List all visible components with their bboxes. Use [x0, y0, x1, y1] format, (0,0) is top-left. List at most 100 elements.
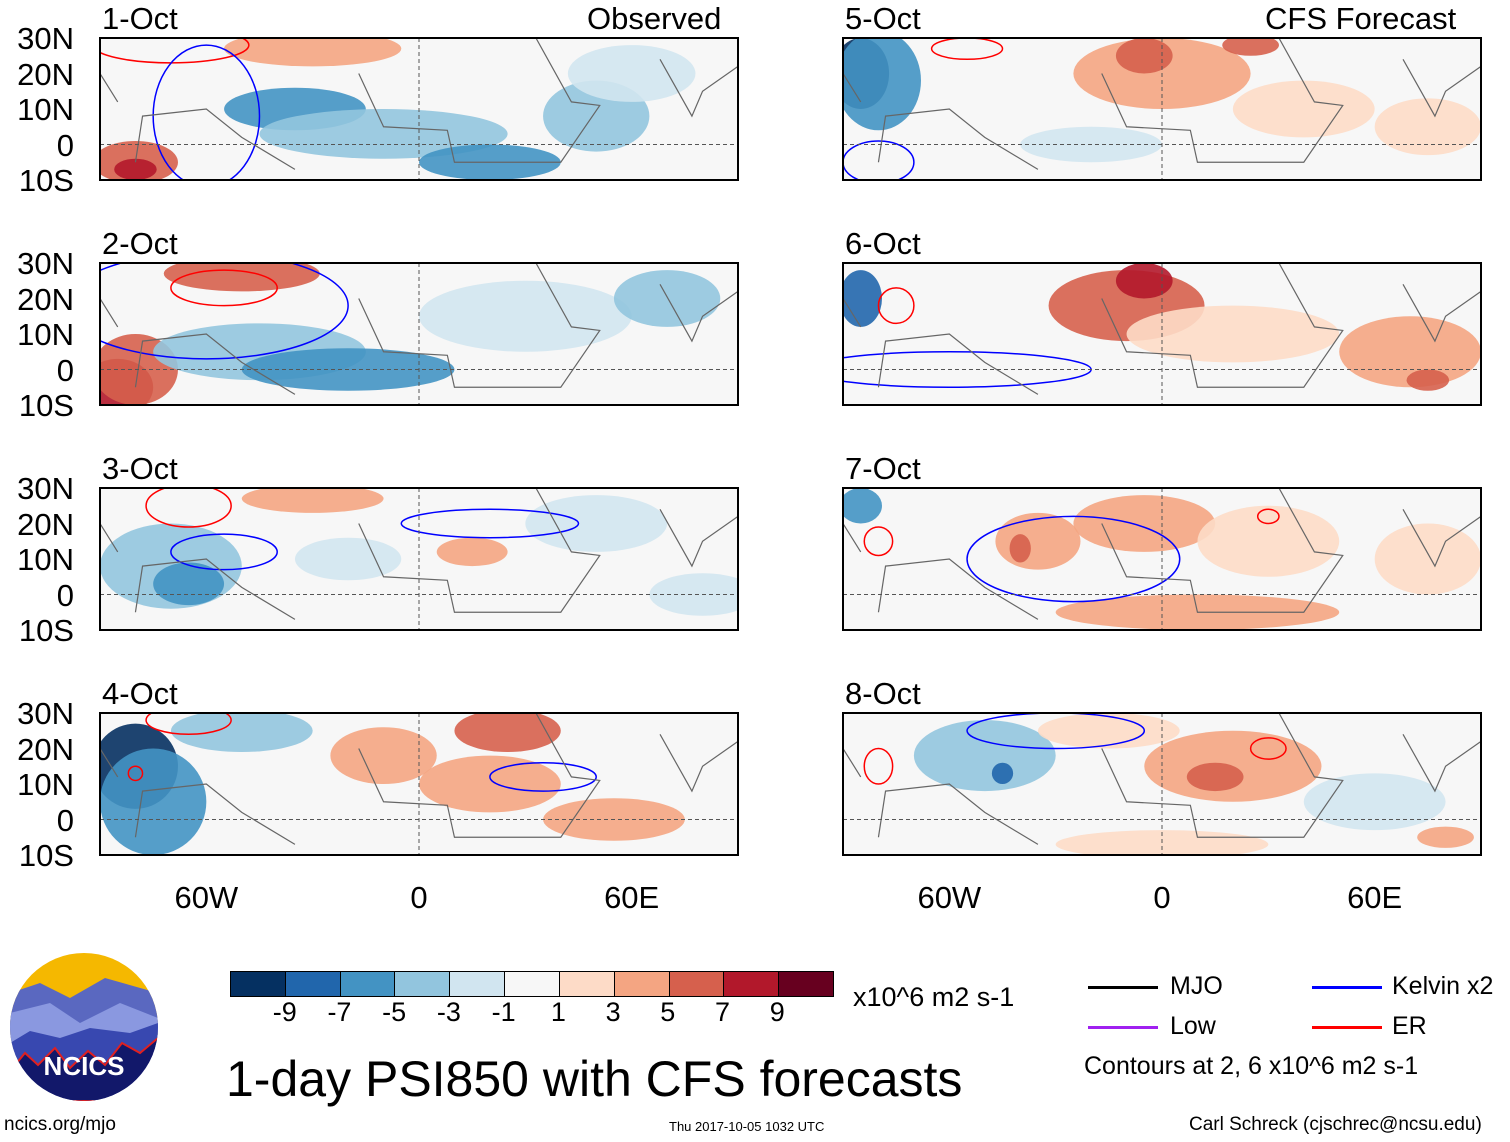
anomaly-region — [1073, 495, 1216, 552]
x-tick-label: 0 — [410, 880, 428, 915]
legend-label-er: ER — [1392, 1012, 1427, 1040]
contour-line — [127, 765, 144, 782]
y-tick-label: 0 — [56, 802, 74, 838]
anomaly-region — [1374, 98, 1481, 156]
anomaly-region — [419, 280, 632, 352]
colorbar-swatch — [779, 972, 833, 996]
author-credit: Carl Schreck (cjschrec@ncsu.edu) — [1189, 1114, 1482, 1135]
contour-line — [170, 269, 278, 307]
colorbar-swatch — [559, 972, 615, 996]
anomaly-region — [224, 39, 402, 67]
anomaly-region — [1037, 714, 1180, 749]
coastline — [101, 264, 739, 395]
anomaly-region — [649, 573, 739, 616]
anomaly-region — [525, 495, 668, 552]
contour-line — [930, 39, 1004, 61]
anomaly-region — [995, 512, 1081, 570]
colorbar-swatch — [395, 972, 451, 996]
colorbar-tick-label: 9 — [769, 997, 785, 1027]
legend-swatch-mjo — [1088, 986, 1158, 989]
panel-date-label: 8-Oct — [845, 676, 921, 711]
coastline — [101, 489, 739, 620]
coastline — [844, 489, 1482, 620]
timestamp: Thu 2017-10-05 1032 UTC — [669, 1119, 825, 1134]
y-tick-label: 0 — [56, 352, 74, 388]
colorbar-tick-label: 1 — [550, 997, 566, 1027]
y-tick-label: 20N — [17, 56, 74, 92]
source-link[interactable]: ncics.org/mjo — [4, 1114, 116, 1135]
y-tick-label: 10N — [17, 767, 74, 802]
map-panel-8-Oct — [842, 712, 1482, 856]
legend-swatch-er — [1312, 1026, 1382, 1029]
figure-title: 1-day PSI850 with CFS forecasts — [226, 1051, 963, 1107]
anomaly-region — [1303, 773, 1446, 831]
y-tick-label: 0 — [56, 577, 74, 613]
contour-line — [152, 44, 261, 181]
anomaly-region — [1406, 369, 1450, 391]
colorbar-swatch — [614, 972, 670, 996]
forecast-header: CFS Forecast — [1265, 1, 1457, 36]
y-tick-label: 10S — [18, 163, 74, 198]
legend-swatch-kelvin — [1312, 986, 1382, 989]
anomaly-region — [1009, 534, 1031, 563]
contour-line — [1249, 737, 1287, 760]
y-tick-label: 30N — [17, 246, 74, 281]
y-tick-label: 20N — [17, 281, 74, 317]
y-tick-label: 30N — [17, 471, 74, 506]
colorbar-tick-label: -9 — [272, 997, 297, 1027]
panel-date-label: 6-Oct — [845, 226, 921, 261]
y-tick-label: 0 — [56, 127, 74, 163]
panel-date-label: 2-Oct — [102, 226, 178, 261]
y-tick-label: 20N — [17, 731, 74, 767]
map-panel-5-Oct — [842, 37, 1482, 181]
colorbar-tick-label: -1 — [491, 997, 516, 1027]
anomaly-region — [436, 537, 508, 567]
anomaly-region — [991, 762, 1014, 784]
contour-line — [844, 140, 915, 181]
coastline — [844, 714, 1482, 845]
legend-label-mjo: MJO — [1170, 972, 1223, 1000]
contour-line — [1256, 508, 1280, 525]
contour-note: Contours at 2, 6 x10^6 m2 s-1 — [1084, 1052, 1419, 1080]
anomaly-region — [1115, 39, 1173, 74]
contour-line — [863, 747, 894, 785]
contour-line — [489, 761, 597, 792]
map-panel-7-Oct — [842, 487, 1482, 631]
anomaly-region — [1232, 80, 1375, 138]
anomaly-region — [1417, 826, 1474, 848]
x-tick-label: 60W — [174, 880, 239, 915]
contour-line — [145, 489, 232, 528]
anomaly-region — [913, 720, 1056, 792]
map-panel-3-Oct — [99, 487, 739, 631]
y-tick-label: 10N — [17, 317, 74, 352]
panel-date-label: 3-Oct — [102, 451, 178, 486]
colorbar-swatch — [340, 972, 396, 996]
colorbar-tick-label: -3 — [436, 997, 461, 1027]
contour-line — [966, 714, 1146, 750]
colorbar-tick-label: -5 — [382, 997, 407, 1027]
x-tick-label: 60E — [604, 880, 660, 915]
map-panel-4-Oct — [99, 712, 739, 856]
anomaly-region — [454, 714, 561, 753]
anomaly-region — [613, 270, 721, 327]
y-tick-label: 10N — [17, 542, 74, 577]
x-tick-label: 60W — [917, 880, 982, 915]
map-panel-1-Oct — [99, 37, 739, 181]
legend-label-kelvin: Kelvin x2 — [1392, 972, 1494, 1000]
anomaly-region — [1222, 39, 1279, 56]
contour-line — [966, 515, 1181, 603]
y-tick-label: 10N — [17, 92, 74, 127]
anomaly-region — [294, 537, 402, 581]
panel-date-label: 4-Oct — [102, 676, 178, 711]
contour-line — [170, 533, 278, 571]
coastline — [101, 714, 739, 845]
observed-header: Observed — [587, 1, 722, 36]
logo-text: NCICS — [44, 1051, 125, 1081]
anomaly-region — [1115, 264, 1173, 299]
contour-line — [101, 264, 349, 360]
anomaly-region — [844, 270, 882, 327]
colorbar-swatch — [505, 972, 560, 996]
anomaly-region — [844, 39, 921, 131]
colorbar-tick-label: 5 — [660, 997, 676, 1027]
